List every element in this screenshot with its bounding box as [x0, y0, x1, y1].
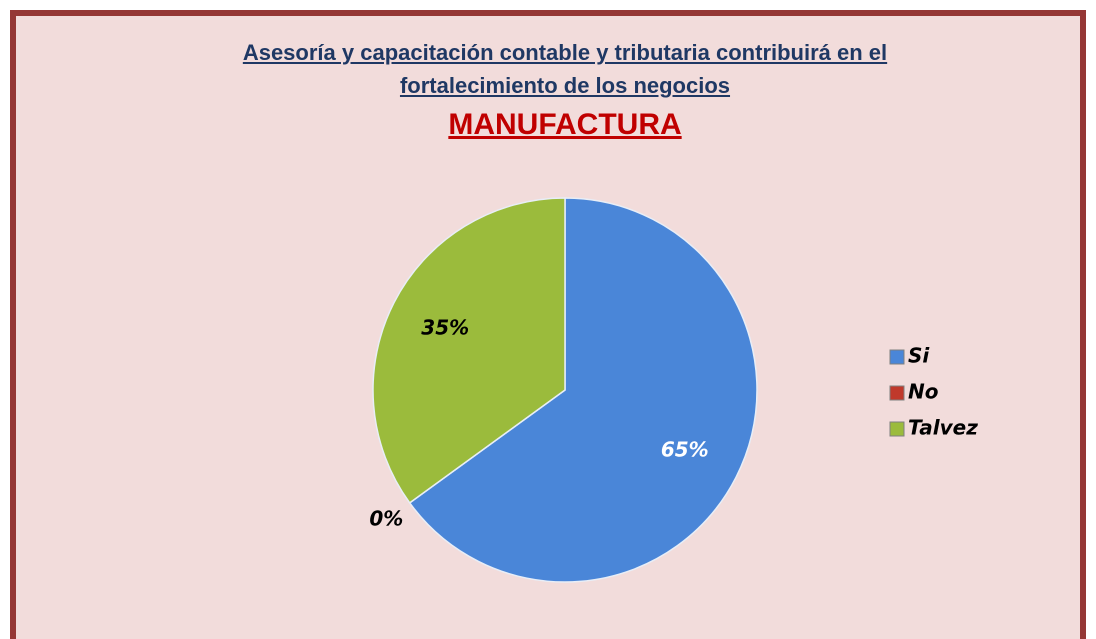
- data-label: 35%: [421, 315, 469, 339]
- legend-swatch: [889, 349, 905, 365]
- legend-label: Si: [908, 344, 930, 368]
- legend-label: No: [908, 380, 939, 404]
- chart-title: Asesoría y capacitación contable y tribu…: [242, 40, 888, 98]
- data-label: 0%: [369, 506, 403, 530]
- legend-swatch: [889, 385, 905, 401]
- legend-label: Talvez: [908, 416, 978, 440]
- chart-subtitle: MANUFACTURA: [448, 108, 682, 141]
- pie-slice: [408, 197, 758, 583]
- legend-swatch: [889, 421, 905, 437]
- pie-slice: [372, 197, 566, 504]
- data-label: 65%: [661, 438, 709, 462]
